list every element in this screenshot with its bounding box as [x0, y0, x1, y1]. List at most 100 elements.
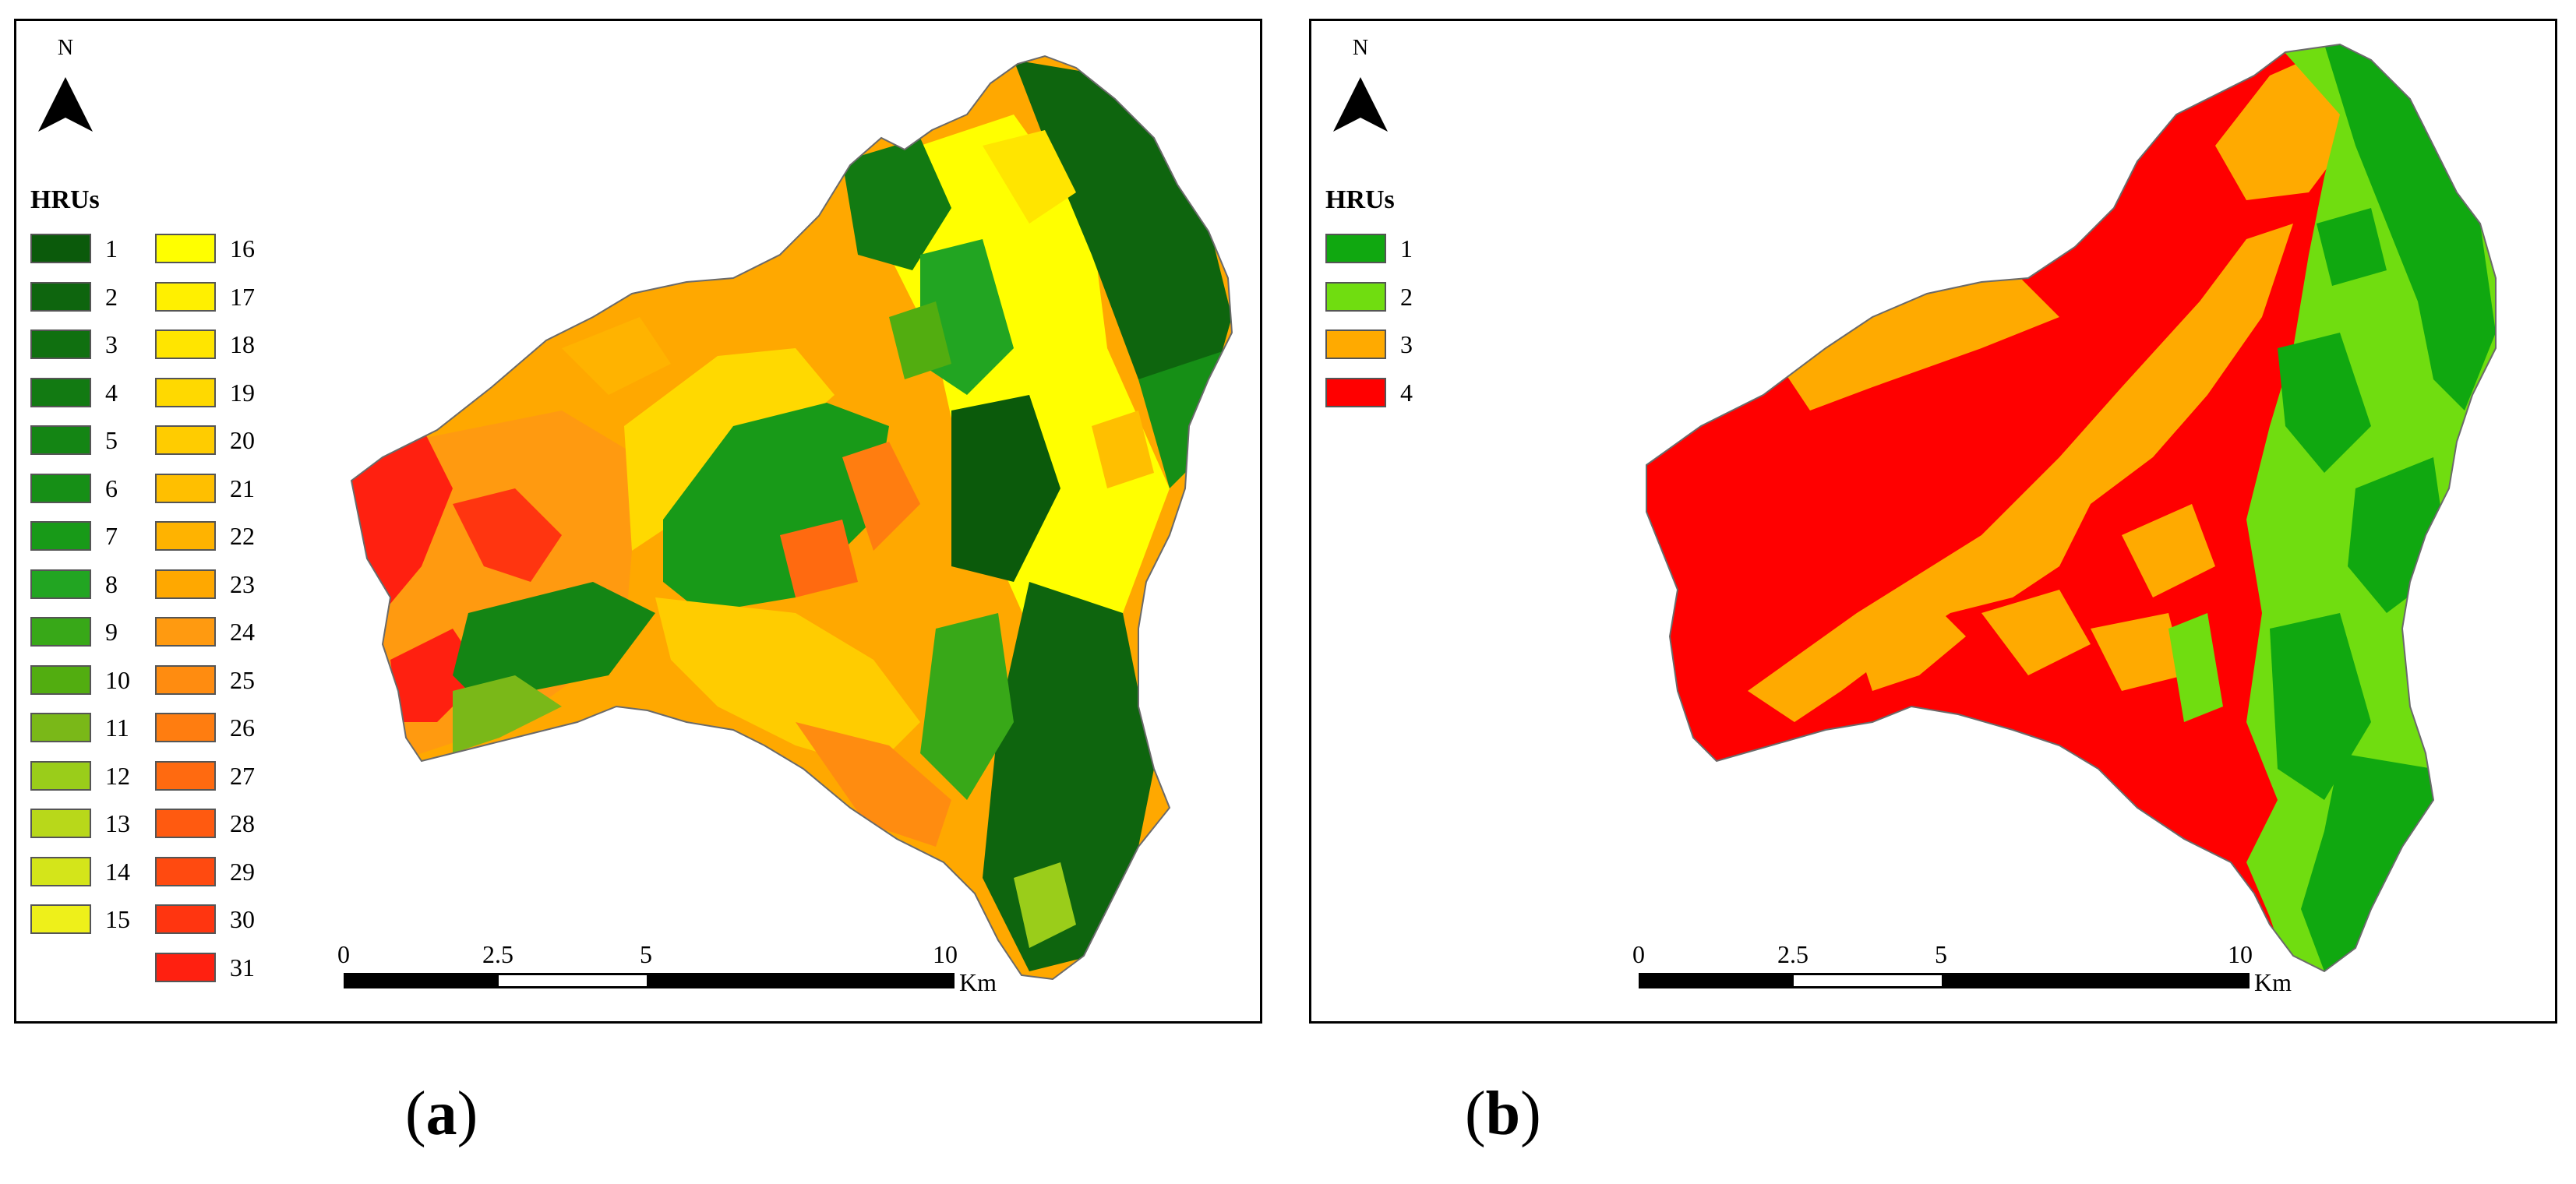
scale-bar: 0 2.5 5 10 Km — [1632, 940, 2309, 1003]
legend-swatch — [155, 377, 216, 407]
legend-label: 7 — [105, 522, 118, 550]
scale-segment — [1639, 973, 1791, 988]
legend-item: 25 — [155, 663, 255, 697]
legend-item: 23 — [155, 567, 255, 601]
legend-swatch — [155, 952, 216, 982]
legend-item: 20 — [155, 423, 255, 457]
legend-swatch — [30, 234, 91, 263]
legend-label: 8 — [105, 569, 118, 598]
legend-swatch — [155, 521, 216, 551]
scale-tick-0: 0 — [1632, 940, 1645, 968]
watershed-map-b — [1646, 44, 2497, 972]
legend-item: 29 — [155, 855, 255, 889]
legend-label: 23 — [230, 569, 255, 598]
legend-label: 2 — [105, 282, 118, 311]
legend-label: 9 — [105, 618, 118, 646]
legend-item: 10 — [30, 663, 130, 697]
scale-tick-5: 5 — [640, 940, 652, 968]
legend-swatch — [30, 664, 91, 695]
legend-label: 15 — [105, 905, 130, 933]
legend-swatch — [30, 473, 91, 503]
north-label: N — [57, 36, 74, 60]
legend-swatch — [155, 904, 216, 934]
legend-swatch — [155, 281, 216, 312]
legend-swatch — [30, 617, 91, 647]
legend-item: 11 — [30, 710, 129, 745]
legend-label: 18 — [230, 330, 255, 358]
legend-item: 12 — [30, 759, 130, 793]
legend-label: 12 — [105, 761, 130, 790]
legend-swatch — [30, 521, 91, 551]
legend-label: 30 — [230, 905, 255, 933]
legend-swatch — [155, 329, 216, 359]
legend-label: 14 — [105, 857, 130, 886]
legend-item: 17 — [155, 280, 255, 314]
north-arrow-icon — [38, 77, 93, 132]
legend-label: 16 — [230, 234, 255, 263]
legend-label: 1 — [1400, 234, 1413, 263]
legend-label: 2 — [1400, 282, 1413, 311]
legend-label: 25 — [230, 665, 255, 694]
legend-title: HRUs — [30, 185, 100, 214]
legend-swatch — [30, 569, 91, 599]
legend-label: 3 — [1400, 330, 1413, 358]
scale-segment — [1944, 973, 2250, 988]
scale-segment — [496, 973, 649, 988]
scale-unit: Km — [959, 968, 997, 996]
scale-tick-10: 10 — [933, 940, 958, 968]
legend-item: 31 — [155, 950, 255, 985]
legend-swatch — [155, 617, 216, 647]
legend-swatch — [30, 809, 91, 838]
legend-swatch — [155, 425, 216, 455]
legend-label: 24 — [230, 618, 255, 646]
legend-label: 19 — [230, 378, 255, 407]
scale-bar: 0 2.5 5 10 Km — [337, 940, 1014, 1003]
legend-item: 22 — [155, 519, 255, 553]
legend-item: 30 — [155, 902, 255, 936]
legend-swatch — [155, 809, 216, 838]
scale-segment — [649, 973, 955, 988]
legend-swatch — [155, 760, 216, 791]
legend-item: 15 — [30, 902, 130, 936]
legend-swatch — [1325, 234, 1386, 263]
legend-label: 3 — [105, 330, 118, 358]
legend-item: 4 — [1325, 375, 1413, 410]
legend-item: 26 — [155, 710, 255, 745]
legend-swatch — [155, 569, 216, 599]
legend-item: 5 — [30, 423, 118, 457]
legend-swatch — [30, 760, 91, 791]
legend-label: 21 — [230, 474, 255, 502]
scale-tick-10: 10 — [2228, 940, 2253, 968]
scale-tick-5: 5 — [1935, 940, 1947, 968]
legend-label: 20 — [230, 426, 255, 454]
legend-swatch — [1325, 377, 1386, 407]
caption-b-letter: b — [1485, 1080, 1521, 1148]
legend-swatch — [30, 856, 91, 886]
legend-label: 1 — [105, 234, 118, 263]
legend-label: 11 — [105, 714, 129, 742]
legend-item: 2 — [1325, 280, 1413, 314]
legend-swatch — [155, 713, 216, 742]
legend-item: 14 — [30, 855, 130, 889]
scale-segment — [344, 973, 496, 988]
legend-swatch — [30, 377, 91, 407]
north-arrow: N — [1325, 37, 1396, 161]
legend-swatch — [30, 425, 91, 455]
caption-a: (a) — [405, 1080, 478, 1148]
legend-swatch — [155, 664, 216, 695]
scale-unit: Km — [2254, 968, 2292, 996]
legend-item: 8 — [30, 567, 118, 601]
scale-segment — [1791, 973, 1944, 988]
legend-item: 13 — [30, 806, 130, 840]
legend-swatch — [30, 329, 91, 359]
caption-a-letter: a — [425, 1080, 457, 1148]
legend-item: 9 — [30, 615, 118, 649]
legend-swatch — [30, 281, 91, 312]
legend-swatch — [155, 234, 216, 263]
north-arrow-icon — [1333, 77, 1388, 132]
legend-item: 18 — [155, 327, 255, 361]
legend-item: 7 — [30, 519, 118, 553]
legend-item: 3 — [30, 327, 118, 361]
legend-label: 4 — [105, 378, 118, 407]
legend-label: 22 — [230, 522, 255, 550]
